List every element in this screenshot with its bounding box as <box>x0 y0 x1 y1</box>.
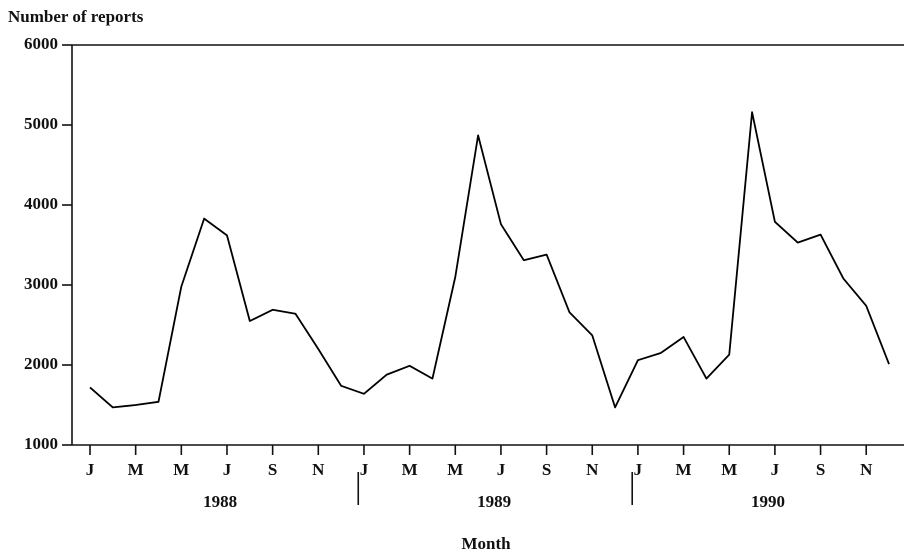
x-tick-label: S <box>542 460 551 479</box>
year-label: 1988 <box>203 492 237 511</box>
x-tick-label: M <box>128 460 144 479</box>
x-tick-label: J <box>360 460 369 479</box>
y-axis-title: Number of reports <box>8 7 144 26</box>
x-tick-label: N <box>312 460 325 479</box>
x-tick-label: M <box>721 460 737 479</box>
x-tick-label: S <box>268 460 277 479</box>
y-tick-label: 1000 <box>24 434 58 453</box>
year-label: 1989 <box>477 492 511 511</box>
x-tick-label: J <box>497 460 506 479</box>
x-tick-label: M <box>676 460 692 479</box>
x-tick-label: M <box>402 460 418 479</box>
x-tick-label: M <box>447 460 463 479</box>
x-tick-label: M <box>173 460 189 479</box>
x-tick-label: J <box>771 460 780 479</box>
y-tick-label: 3000 <box>24 274 58 293</box>
data-line <box>89 111 890 409</box>
y-tick-label: 5000 <box>24 114 58 133</box>
x-tick-label: N <box>586 460 599 479</box>
x-tick-label: S <box>816 460 825 479</box>
x-tick-label: N <box>860 460 873 479</box>
x-tick-label: J <box>223 460 232 479</box>
x-tick-label: J <box>634 460 643 479</box>
x-tick-label: J <box>86 460 95 479</box>
y-tick-label: 4000 <box>24 194 58 213</box>
year-label: 1990 <box>751 492 785 511</box>
y-tick-label: 6000 <box>24 34 58 53</box>
x-axis-title: Month <box>461 534 511 553</box>
y-tick-label: 2000 <box>24 354 58 373</box>
